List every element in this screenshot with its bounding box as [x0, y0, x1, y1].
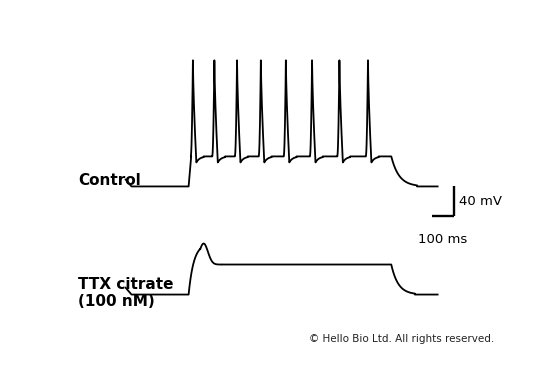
Text: 40 mV: 40 mV	[459, 195, 502, 208]
Text: Control: Control	[78, 173, 141, 188]
Text: © Hello Bio Ltd. All rights reserved.: © Hello Bio Ltd. All rights reserved.	[309, 334, 494, 344]
Text: TTX citrate
(100 nM): TTX citrate (100 nM)	[78, 277, 173, 309]
Text: 100 ms: 100 ms	[418, 233, 468, 246]
